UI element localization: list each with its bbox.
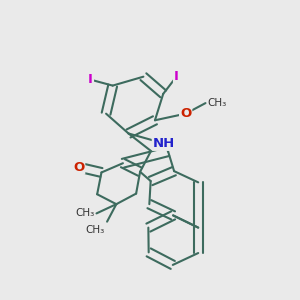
Text: I: I — [174, 70, 179, 83]
Text: O: O — [73, 161, 84, 174]
Text: NH: NH — [153, 137, 175, 150]
Text: O: O — [180, 107, 191, 120]
Text: CH₃: CH₃ — [75, 208, 94, 218]
Text: CH₃: CH₃ — [208, 98, 227, 108]
Text: I: I — [88, 73, 93, 86]
Text: CH₃: CH₃ — [86, 225, 105, 235]
